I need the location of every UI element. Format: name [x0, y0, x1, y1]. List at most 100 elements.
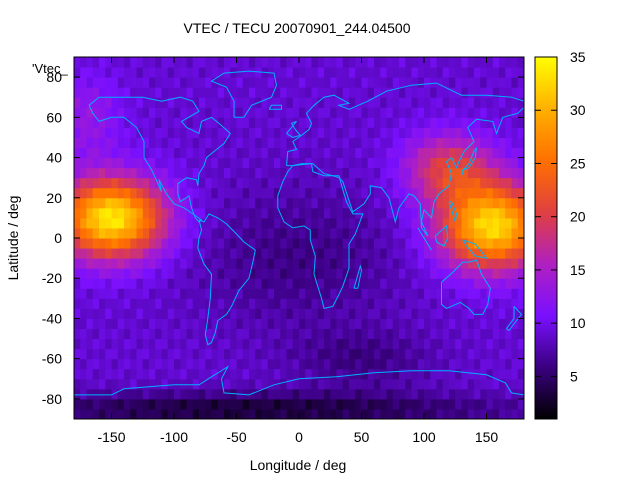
heatmap-cell — [461, 338, 469, 350]
heatmap-cell — [174, 268, 181, 279]
heatmap-cell — [174, 258, 181, 269]
heatmap-cell — [236, 217, 244, 229]
heatmap-cell — [124, 147, 131, 159]
heatmap-cell — [267, 258, 275, 269]
heatmap-cell — [249, 197, 256, 209]
heatmap-cell — [155, 288, 162, 299]
heatmap-cell — [324, 57, 331, 68]
heatmap-cell — [392, 318, 400, 329]
heatmap-cell — [286, 288, 294, 299]
heatmap-cell — [417, 57, 425, 68]
heatmap-cell — [199, 398, 206, 410]
heatmap-cell — [499, 227, 506, 239]
heatmap-cell — [361, 167, 369, 179]
heatmap-cell — [405, 398, 412, 410]
heatmap-cell — [267, 77, 275, 88]
heatmap-cell — [411, 318, 419, 329]
heatmap-cell — [130, 378, 137, 390]
heatmap-cell — [486, 348, 494, 360]
heatmap-cell — [386, 248, 394, 259]
heatmap-cell — [442, 238, 450, 249]
heatmap-cell — [486, 258, 494, 269]
heatmap-cell — [511, 137, 519, 148]
heatmap-cell — [136, 388, 144, 400]
heatmap-cell — [467, 268, 475, 279]
heatmap-cell — [442, 278, 450, 289]
heatmap-cell — [430, 388, 437, 400]
heatmap-cell — [430, 278, 437, 289]
heatmap-cell — [224, 398, 231, 410]
heatmap-cell — [274, 177, 281, 189]
heatmap-cell — [336, 258, 344, 269]
heatmap-cell — [449, 348, 456, 360]
heatmap-cell — [486, 398, 494, 410]
heatmap-cell — [505, 197, 512, 209]
heatmap-cell — [311, 217, 319, 229]
heatmap-cell — [386, 67, 394, 78]
heatmap-cell — [380, 167, 387, 179]
heatmap-cell — [230, 248, 237, 259]
heatmap-cell — [311, 187, 319, 199]
heatmap-cell — [330, 217, 337, 229]
heatmap-cell — [124, 167, 131, 179]
heatmap-cell — [211, 238, 219, 249]
heatmap-cell — [286, 308, 294, 319]
heatmap-cell — [330, 238, 337, 249]
heatmap-cell — [205, 157, 212, 169]
heatmap-cell — [305, 368, 312, 380]
heatmap-cell — [199, 318, 206, 329]
heatmap-cell — [142, 87, 150, 98]
heatmap-cell — [392, 177, 400, 189]
heatmap-cell — [130, 217, 137, 229]
heatmap-cell — [211, 147, 219, 159]
heatmap-cell — [217, 298, 225, 309]
heatmap-cell — [236, 348, 244, 360]
heatmap-cell — [242, 298, 250, 309]
heatmap-cell — [399, 127, 406, 138]
heatmap-cell — [74, 207, 81, 219]
heatmap-cell — [330, 77, 337, 88]
heatmap-cell — [380, 57, 387, 68]
heatmap-cell — [461, 388, 469, 400]
heatmap-cell — [199, 368, 206, 380]
heatmap-cell — [161, 368, 169, 380]
heatmap-cell — [217, 288, 225, 299]
heatmap-cell — [217, 238, 225, 249]
heatmap-cell — [274, 227, 281, 239]
heatmap-cell — [417, 67, 425, 78]
heatmap-cell — [267, 358, 275, 370]
heatmap-cell — [186, 378, 194, 390]
heatmap-cell — [199, 288, 206, 299]
heatmap-cell — [405, 298, 412, 309]
heatmap-cell — [149, 57, 156, 68]
heatmap-cell — [142, 207, 150, 219]
heatmap-cell — [105, 127, 112, 138]
heatmap-cell — [292, 147, 300, 159]
heatmap-cell — [249, 137, 256, 148]
heatmap-cell — [430, 137, 437, 148]
heatmap-cell — [286, 238, 294, 249]
heatmap-cell — [286, 258, 294, 269]
heatmap-cell — [380, 217, 387, 229]
heatmap-cell — [430, 57, 437, 68]
heatmap-cell — [480, 268, 487, 279]
heatmap-cell — [499, 368, 506, 380]
heatmap-cell — [242, 187, 250, 199]
heatmap-cell — [492, 57, 500, 68]
heatmap-cell — [211, 177, 219, 189]
heatmap-cell — [442, 157, 450, 169]
heatmap-cell — [267, 298, 275, 309]
heatmap-cell — [136, 308, 144, 319]
heatmap-cell — [99, 268, 106, 279]
heatmap-cell — [367, 308, 375, 319]
heatmap-cell — [105, 378, 112, 390]
heatmap-cell — [199, 97, 206, 108]
heatmap-cell — [242, 338, 250, 350]
heatmap-cell — [149, 348, 156, 360]
heatmap-cell — [386, 338, 394, 350]
heatmap-cell — [336, 348, 344, 360]
heatmap-cell — [186, 358, 194, 370]
heatmap-cell — [130, 358, 137, 370]
heatmap-cell — [280, 308, 287, 319]
heatmap-cell — [492, 197, 500, 209]
